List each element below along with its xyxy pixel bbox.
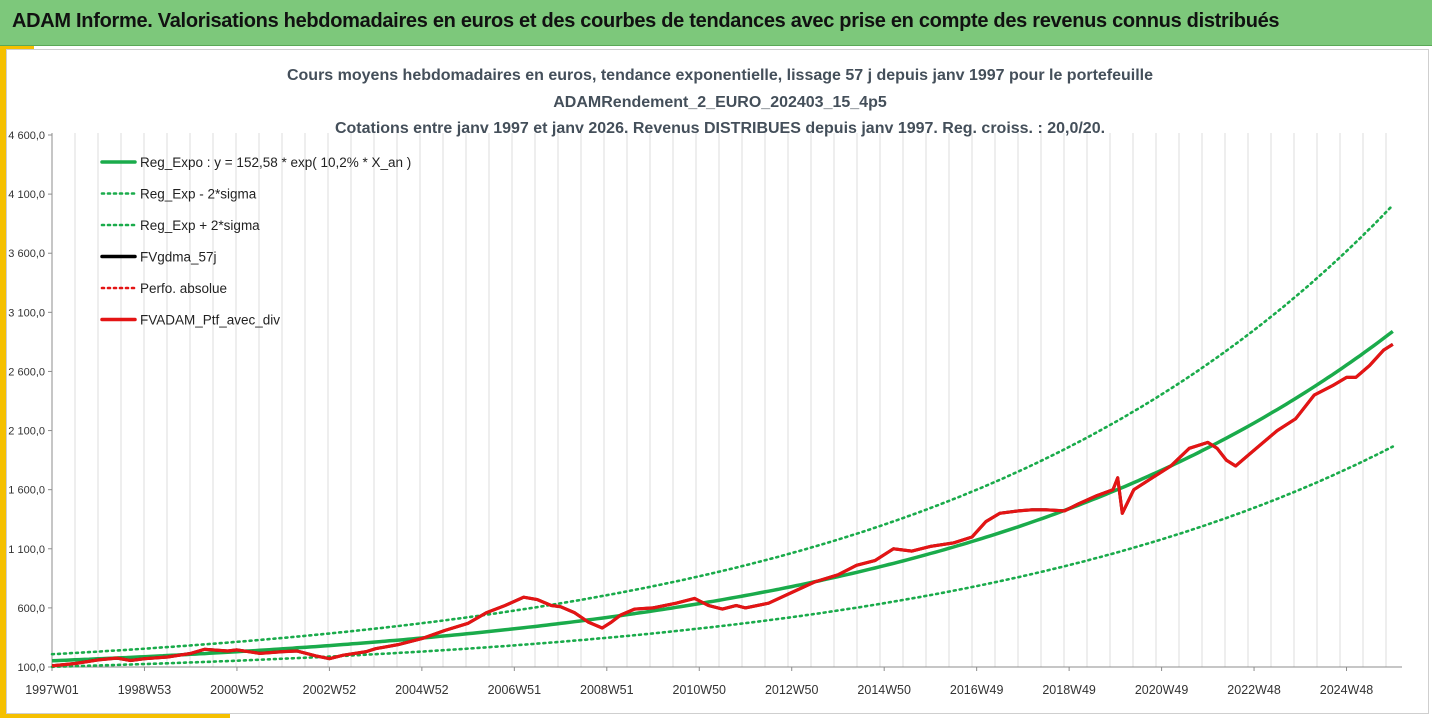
x-tick-label: 1998W53 (118, 683, 172, 697)
y-tick-label: 600,0 (17, 603, 45, 615)
x-tick-label: 2012W50 (765, 683, 819, 697)
chart-title-line-1: Cours moyens hebdomadaires en euros, ten… (286, 67, 1154, 84)
chart-frame (6, 49, 1429, 714)
y-tick-label: 100,0 (17, 662, 45, 674)
x-tick-label: 1997W01 (25, 683, 79, 697)
legend-label: FVADAM_Ptf_avec_div (140, 313, 280, 328)
series-fvadam-ptf-avec-div (51, 342, 1394, 668)
legend-label: Perfo. absolue (140, 281, 227, 296)
legend-label: Reg_Exp + 2*sigma (140, 218, 260, 233)
x-tick-label: 2000W52 (210, 683, 264, 697)
series-reg-exp-plus-2sigma (50, 203, 1395, 656)
x-tick-label: 2014W50 (857, 683, 911, 697)
accent-bar-bottom (0, 714, 230, 718)
x-tick-label: 2006W51 (488, 683, 542, 697)
y-tick-label: 2 100,0 (8, 426, 45, 438)
report-header: ADAM Informe. Valorisations hebdomadaire… (0, 0, 1432, 46)
y-tick-label: 4 600,0 (8, 130, 45, 142)
legend-label: Reg_Exp - 2*sigma (140, 187, 257, 202)
series-reg-expo (51, 329, 1394, 663)
x-tick-label: 2022W48 (1227, 683, 1281, 697)
accent-bar-top (0, 46, 34, 50)
y-tick-label: 1 100,0 (8, 544, 45, 556)
y-tick-label: 2 600,0 (8, 366, 45, 378)
legend-label: Reg_Expo : y = 152,58 * exp( 10,2% * X_a… (140, 155, 411, 170)
series-fvgdma-57j (51, 343, 1394, 668)
x-tick-label: 2010W50 (673, 683, 727, 697)
x-tick-label: 2018W49 (1042, 683, 1096, 697)
x-tick-label: 2020W49 (1135, 683, 1189, 697)
x-tick-label: 2024W48 (1320, 683, 1374, 697)
x-tick-label: 2008W51 (580, 683, 634, 697)
x-tick-label: 2002W52 (303, 683, 357, 697)
x-tick-label: 2004W52 (395, 683, 449, 697)
series-reg-exp-minus-2sigma (50, 445, 1395, 669)
y-tick-label: 3 100,0 (8, 307, 45, 319)
report-title: ADAM Informe. Valorisations hebdomadaire… (12, 10, 1280, 32)
chart-title-line-3: Cotations entre janv 1997 et janv 2026. … (334, 120, 1106, 137)
chart-title-line-2: ADAMRendement_2_EURO_202403_15_4p5 (553, 94, 887, 111)
legend-label: FVgdma_57j (140, 250, 217, 265)
y-tick-label: 1 600,0 (8, 485, 45, 497)
accent-bar-left (0, 46, 6, 718)
y-tick-label: 3 600,0 (8, 248, 45, 260)
series-perfo-absolue (51, 343, 1394, 667)
x-tick-label: 2016W49 (950, 683, 1004, 697)
y-tick-label: 4 100,0 (8, 189, 45, 201)
